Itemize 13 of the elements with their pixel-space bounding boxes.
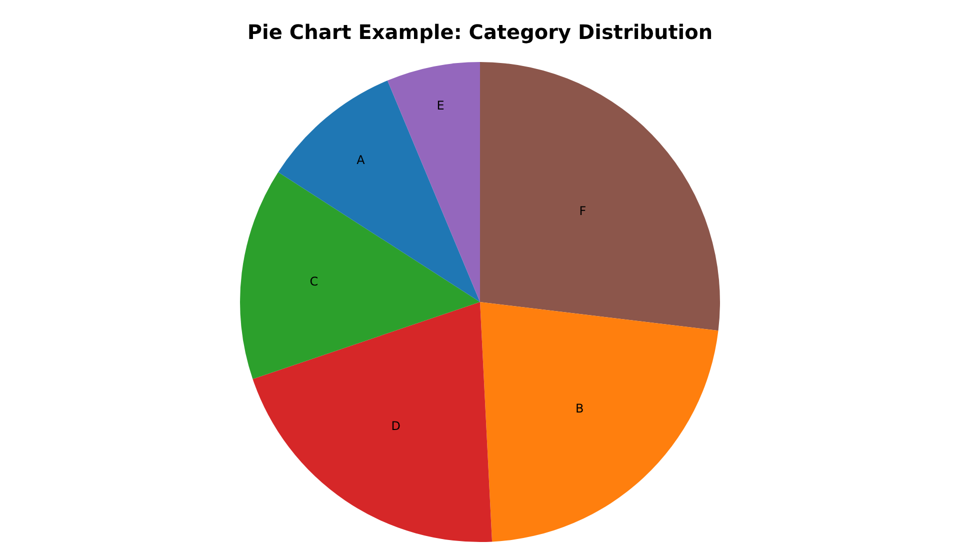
slice-label: B	[575, 402, 584, 416]
slice-label: D	[391, 418, 400, 433]
pie-slice	[480, 62, 720, 331]
slice-label: F	[579, 204, 586, 218]
slice-label: A	[356, 153, 366, 168]
pie-slice	[278, 80, 480, 302]
pie-slice	[387, 62, 480, 302]
slice-label: E	[436, 98, 444, 112]
pie-slice	[252, 302, 492, 542]
pie-slice	[240, 172, 480, 380]
chart-title: Pie Chart Example: Category Distribution	[247, 20, 713, 44]
slice-label: C	[310, 274, 318, 289]
pie-slice	[480, 302, 718, 542]
